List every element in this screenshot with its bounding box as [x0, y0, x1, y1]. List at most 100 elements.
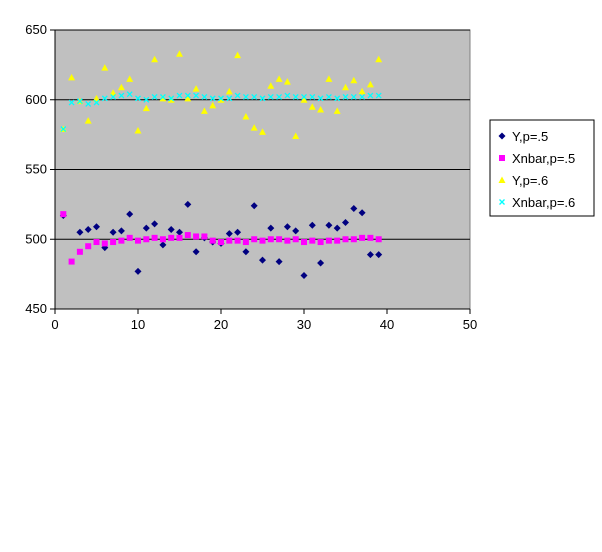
data-point [117, 227, 125, 235]
data-point [159, 236, 166, 243]
data-point [142, 224, 150, 232]
legend-label: Y,p=.6 [512, 173, 548, 188]
data-point [334, 237, 341, 244]
data-point [309, 237, 316, 244]
x-tick-label: 30 [297, 317, 311, 332]
data-point [168, 95, 175, 102]
data-point [375, 251, 383, 259]
data-markers [59, 50, 383, 280]
data-point [209, 237, 216, 244]
data-point [283, 78, 291, 85]
data-point [93, 239, 100, 246]
data-point [317, 259, 325, 267]
data-point [151, 220, 159, 228]
data-point [358, 87, 366, 95]
data-point [60, 211, 67, 218]
data-point [126, 75, 134, 82]
data-point [259, 237, 266, 244]
data-point [284, 237, 291, 244]
legend-item: Y,p=.6 [498, 173, 548, 188]
x-tick-label: 0 [51, 317, 58, 332]
data-point [143, 236, 150, 243]
data-point [225, 230, 233, 238]
data-point [76, 98, 83, 105]
data-point [101, 64, 109, 71]
data-point [334, 95, 341, 102]
series-2-points [60, 211, 382, 265]
data-point [300, 96, 308, 103]
data-point [109, 228, 117, 236]
data-point [301, 239, 307, 246]
data-point [259, 95, 266, 102]
data-point [151, 94, 158, 100]
y-tick-label: 450 [25, 301, 47, 316]
data-point [292, 236, 299, 243]
data-point [267, 82, 275, 89]
data-point [350, 94, 357, 100]
data-point [375, 236, 382, 243]
data-point [342, 83, 349, 91]
data-point [317, 106, 325, 113]
series-4-points [60, 91, 382, 133]
data-point [200, 107, 208, 114]
data-point [292, 94, 299, 100]
data-point [135, 95, 141, 102]
data-point [366, 251, 374, 259]
y-tick-label: 500 [25, 231, 47, 246]
data-point [308, 103, 316, 110]
data-point [359, 94, 366, 100]
data-point [342, 219, 349, 227]
data-point [209, 101, 217, 109]
legend-item: Y,p=.5 [498, 129, 548, 144]
data-point [85, 243, 92, 250]
data-point [110, 94, 117, 100]
data-point [358, 209, 366, 217]
data-point [201, 94, 208, 100]
data-point [176, 92, 183, 99]
data-point [168, 234, 175, 241]
data-point [184, 200, 192, 208]
y-tick-label: 550 [25, 162, 47, 177]
data-point [242, 112, 250, 120]
data-point [366, 80, 374, 88]
data-point [101, 95, 108, 102]
y-tick-label: 650 [25, 22, 47, 37]
data-point [251, 236, 258, 243]
data-point [143, 96, 150, 103]
legend-marker [499, 155, 505, 161]
data-point [333, 224, 341, 232]
data-point [184, 232, 191, 239]
data-point [134, 267, 142, 275]
data-point [342, 236, 349, 243]
data-point [350, 76, 358, 84]
data-point [284, 92, 291, 99]
data-point [292, 132, 300, 140]
y-tick-label: 600 [25, 92, 47, 107]
data-point [367, 234, 374, 241]
data-point [275, 258, 283, 266]
x-tick-label: 50 [463, 317, 477, 332]
data-point [76, 248, 83, 255]
data-point [193, 92, 200, 99]
data-point [234, 92, 241, 99]
data-point [234, 228, 242, 236]
data-point [375, 55, 383, 63]
data-point [325, 94, 332, 100]
data-point [176, 228, 183, 236]
legend-label: Y,p=.5 [512, 129, 548, 144]
data-point [126, 234, 133, 241]
data-point [151, 55, 159, 63]
data-point [267, 236, 274, 243]
data-point [300, 272, 308, 280]
data-point [350, 236, 357, 243]
data-point [126, 210, 134, 218]
data-point [317, 239, 324, 246]
data-point [85, 100, 92, 107]
data-point [325, 237, 332, 244]
series-1-points [59, 200, 383, 280]
data-point [301, 94, 307, 100]
data-point [226, 95, 233, 102]
data-point [117, 83, 125, 91]
x-tick-label: 20 [214, 317, 228, 332]
